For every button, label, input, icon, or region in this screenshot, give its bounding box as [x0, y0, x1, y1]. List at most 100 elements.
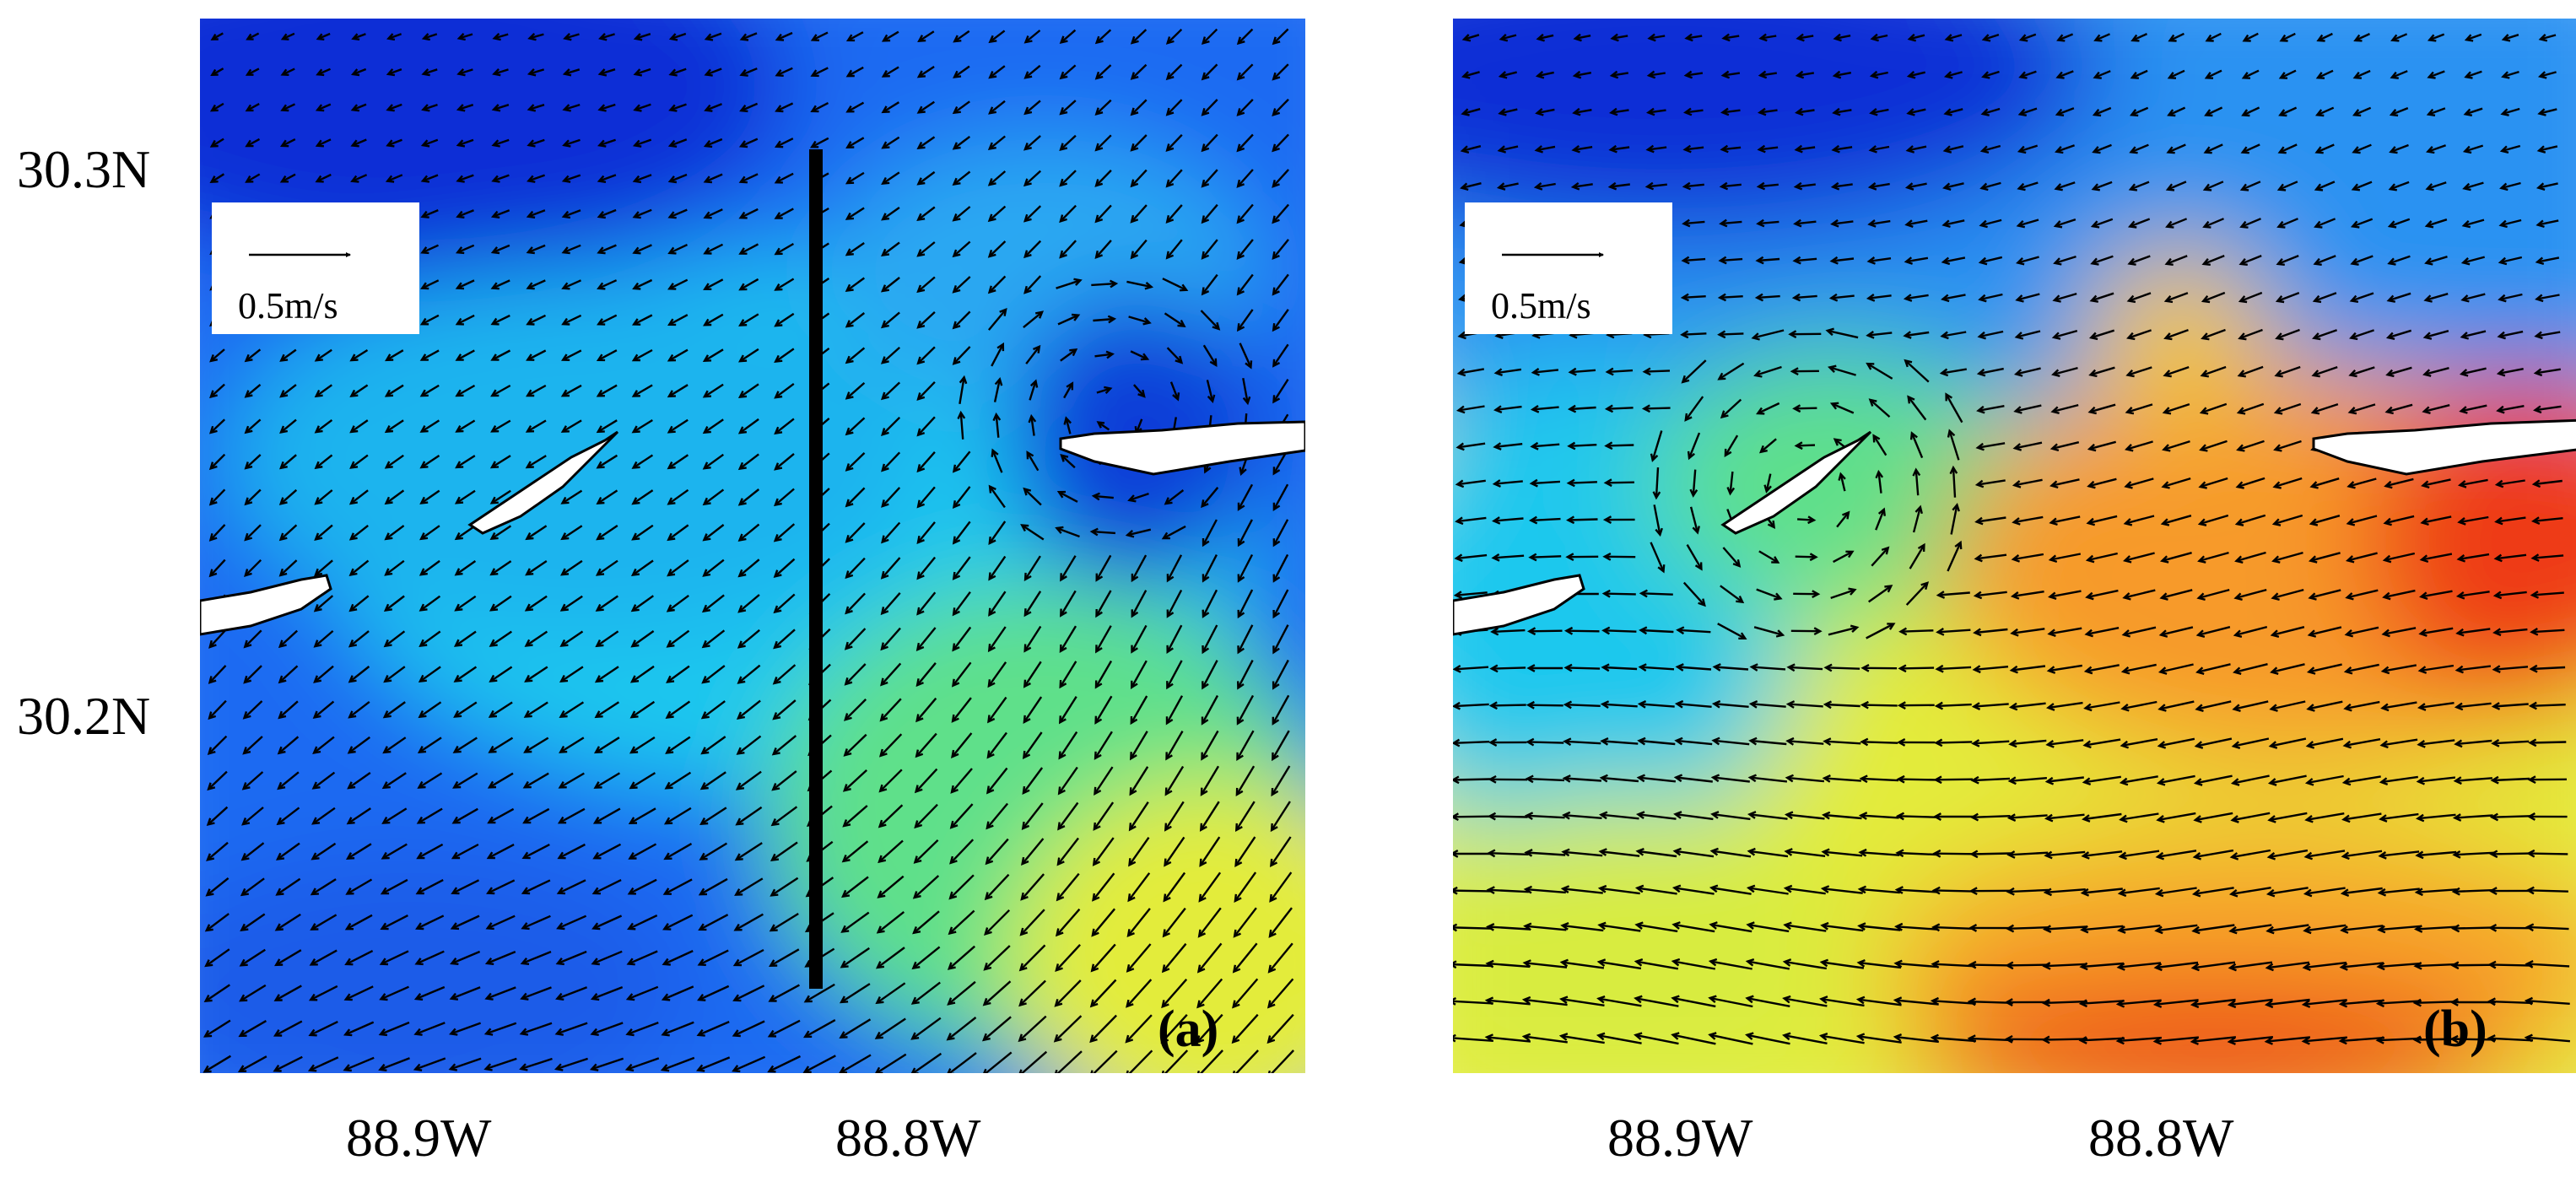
current-vector-head — [1059, 35, 1068, 44]
current-vector-head — [1712, 663, 1721, 672]
current-vector-head — [487, 816, 496, 824]
current-vector-head — [1709, 921, 1718, 930]
current-vector — [918, 65, 935, 78]
current-vector — [775, 348, 795, 363]
current-vector-head — [2015, 294, 2024, 303]
current-vector-head — [738, 283, 748, 291]
current-vector — [987, 661, 1007, 687]
current-vector — [2377, 1037, 2422, 1042]
current-vector — [917, 311, 936, 328]
current-vector-head — [344, 922, 354, 931]
current-vector-head — [946, 1033, 955, 1041]
current-vector-head — [1236, 143, 1245, 153]
current-vector — [1601, 813, 1639, 820]
current-vector-head — [1570, 181, 1580, 191]
current-vector-head — [1207, 394, 1216, 403]
current-vector — [415, 1022, 446, 1035]
current-vector — [310, 985, 338, 1001]
current-vector-head — [2085, 591, 2094, 601]
current-vector-head — [2197, 518, 2207, 526]
current-vector — [562, 384, 582, 397]
current-vector — [1797, 35, 1814, 40]
current-vector — [209, 488, 226, 505]
current-vector-head — [2199, 444, 2208, 452]
current-vector — [1495, 368, 1522, 375]
current-vector — [1165, 730, 1184, 760]
current-vector — [959, 377, 965, 404]
current-vector-head — [630, 639, 640, 648]
current-vector — [775, 452, 795, 471]
current-vector-head — [770, 818, 780, 827]
current-vector — [991, 343, 1004, 367]
current-vector — [842, 840, 869, 862]
current-vector-head — [2379, 814, 2388, 823]
current-vector — [2382, 701, 2417, 710]
current-vector — [1162, 942, 1187, 973]
current-vector-head — [1906, 108, 1915, 116]
current-vector — [1531, 443, 1560, 448]
current-vector-head — [1931, 886, 1941, 895]
current-vector-head — [206, 817, 215, 826]
current-vector — [1934, 889, 1974, 893]
current-vector-head — [1563, 700, 1573, 710]
current-vector — [313, 736, 335, 754]
current-vector — [278, 629, 299, 648]
current-vector — [1097, 421, 1110, 431]
current-vector — [1065, 418, 1072, 434]
current-vector — [2489, 963, 2533, 967]
current-vector — [703, 488, 725, 505]
current-vector — [348, 700, 370, 719]
current-vector — [246, 67, 260, 76]
current-vector — [2127, 366, 2152, 376]
current-vector-head — [1683, 107, 1693, 116]
current-vector — [2120, 812, 2159, 821]
current-vector-head — [597, 175, 607, 183]
current-vector-head — [1597, 921, 1607, 931]
current-vector-head — [2006, 850, 2016, 859]
current-vector-head — [488, 745, 497, 753]
current-vector — [2087, 589, 2119, 599]
current-vector-head — [735, 782, 745, 790]
current-vector-head — [386, 68, 396, 77]
current-vector-head — [2530, 627, 2539, 636]
current-vector — [629, 772, 656, 789]
current-vector-head — [2488, 887, 2498, 895]
current-vector — [988, 626, 1007, 651]
current-vector-head — [624, 1063, 635, 1072]
current-vector — [2425, 293, 2449, 301]
current-vector-head — [2345, 592, 2354, 601]
current-vector — [2460, 404, 2487, 413]
current-vector-head — [2157, 666, 2168, 675]
current-vector — [2378, 1000, 2422, 1005]
current-vector-head — [1161, 1070, 1165, 1073]
current-vector-head — [415, 887, 424, 895]
current-vector — [703, 524, 725, 541]
current-vector — [775, 138, 794, 148]
current-vector — [1979, 293, 2003, 301]
current-vector — [1092, 530, 1115, 535]
current-vector — [211, 67, 224, 76]
current-vector-head — [1710, 774, 1720, 783]
current-vector — [882, 277, 900, 292]
current-vector — [1023, 170, 1042, 186]
current-vector — [2465, 107, 2483, 116]
current-vector-head — [2346, 481, 2356, 489]
current-vector — [670, 32, 687, 40]
current-vector — [524, 736, 549, 753]
current-vector — [1757, 402, 1780, 415]
current-vector — [771, 841, 798, 861]
current-vector-head — [2129, 146, 2138, 154]
current-vector-head — [2314, 146, 2324, 154]
current-vector — [1717, 623, 1746, 639]
current-vector — [2354, 33, 2371, 41]
current-vector — [1869, 219, 1891, 226]
current-vector-head — [1237, 609, 1245, 619]
current-vector — [246, 103, 260, 111]
current-vector-head — [1596, 958, 1607, 967]
current-vector — [456, 455, 476, 468]
current-vector — [2126, 403, 2153, 413]
current-vector — [1164, 801, 1185, 831]
current-vector — [2530, 666, 2566, 671]
current-vector-head — [2238, 295, 2248, 304]
current-vector — [1866, 363, 1893, 380]
